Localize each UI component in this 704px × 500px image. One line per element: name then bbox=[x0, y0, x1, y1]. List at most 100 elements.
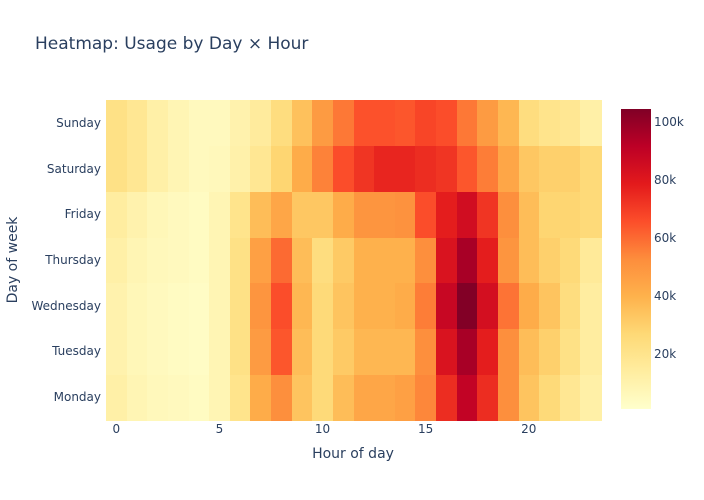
heatmap-cell[interactable] bbox=[394, 191, 416, 238]
heatmap-cell[interactable] bbox=[436, 328, 458, 375]
heatmap-cell[interactable] bbox=[518, 374, 540, 421]
heatmap-cell[interactable] bbox=[353, 100, 375, 147]
heatmap-cell[interactable] bbox=[126, 191, 148, 238]
heatmap-cell[interactable] bbox=[291, 282, 313, 330]
heatmap-cell[interactable] bbox=[559, 145, 581, 193]
heatmap-cell[interactable] bbox=[167, 328, 190, 375]
heatmap-cell[interactable] bbox=[374, 328, 396, 375]
heatmap-cell[interactable] bbox=[229, 237, 251, 284]
heatmap-cell[interactable] bbox=[167, 100, 190, 147]
heatmap-cell[interactable] bbox=[580, 328, 602, 375]
heatmap-cell[interactable] bbox=[580, 145, 602, 193]
heatmap-cell[interactable] bbox=[456, 145, 478, 193]
heatmap-cell[interactable] bbox=[312, 191, 334, 238]
heatmap-cell[interactable] bbox=[477, 100, 499, 147]
heatmap-cell[interactable] bbox=[271, 282, 293, 330]
heatmap-cell[interactable] bbox=[271, 237, 293, 284]
heatmap-cell[interactable] bbox=[188, 374, 210, 421]
heatmap-cell[interactable] bbox=[518, 145, 540, 193]
heatmap-cell[interactable] bbox=[518, 100, 540, 147]
heatmap-cell[interactable] bbox=[250, 237, 272, 284]
heatmap-cell[interactable] bbox=[559, 191, 581, 238]
heatmap-cell[interactable] bbox=[518, 328, 540, 375]
heatmap-cell[interactable] bbox=[229, 282, 251, 330]
heatmap-cell[interactable] bbox=[250, 282, 272, 330]
heatmap-cell[interactable] bbox=[456, 374, 478, 421]
heatmap-cell[interactable] bbox=[394, 237, 416, 284]
heatmap-cell[interactable] bbox=[126, 282, 148, 330]
heatmap-cell[interactable] bbox=[312, 374, 334, 421]
heatmap-cell[interactable] bbox=[229, 328, 251, 375]
heatmap-cell[interactable] bbox=[539, 237, 561, 284]
heatmap-cell[interactable] bbox=[539, 145, 561, 193]
heatmap-cell[interactable] bbox=[580, 100, 602, 147]
heatmap-cell[interactable] bbox=[497, 237, 520, 284]
heatmap-cell[interactable] bbox=[271, 100, 293, 147]
heatmap-cell[interactable] bbox=[147, 145, 169, 193]
heatmap-cell[interactable] bbox=[126, 145, 148, 193]
heatmap-cell[interactable] bbox=[436, 282, 458, 330]
heatmap-cell[interactable] bbox=[415, 145, 437, 193]
heatmap-cell[interactable] bbox=[126, 237, 148, 284]
heatmap-cell[interactable] bbox=[374, 282, 396, 330]
heatmap-cell[interactable] bbox=[456, 191, 478, 238]
heatmap-cell[interactable] bbox=[580, 191, 602, 238]
heatmap-cell[interactable] bbox=[518, 282, 540, 330]
heatmap-cell[interactable] bbox=[312, 100, 334, 147]
heatmap-cell[interactable] bbox=[539, 374, 561, 421]
heatmap-cell[interactable] bbox=[250, 145, 272, 193]
heatmap-cell[interactable] bbox=[353, 282, 375, 330]
heatmap-cell[interactable] bbox=[209, 237, 231, 284]
heatmap-cell[interactable] bbox=[394, 282, 416, 330]
heatmap-cell[interactable] bbox=[291, 191, 313, 238]
heatmap-cell[interactable] bbox=[539, 100, 561, 147]
heatmap-cell[interactable] bbox=[209, 100, 231, 147]
heatmap-cell[interactable] bbox=[147, 282, 169, 330]
heatmap-cell[interactable] bbox=[497, 100, 520, 147]
heatmap-cell[interactable] bbox=[332, 328, 355, 375]
heatmap-cell[interactable] bbox=[332, 282, 355, 330]
heatmap-cell[interactable] bbox=[147, 191, 169, 238]
heatmap-cell[interactable] bbox=[394, 100, 416, 147]
heatmap-cell[interactable] bbox=[559, 100, 581, 147]
heatmap-cell[interactable] bbox=[477, 237, 499, 284]
heatmap-cell[interactable] bbox=[312, 237, 334, 284]
heatmap-cell[interactable] bbox=[167, 282, 190, 330]
heatmap-cell[interactable] bbox=[126, 328, 148, 375]
heatmap-cell[interactable] bbox=[188, 328, 210, 375]
heatmap-cell[interactable] bbox=[477, 145, 499, 193]
heatmap-cell[interactable] bbox=[229, 374, 251, 421]
heatmap-cell[interactable] bbox=[332, 145, 355, 193]
heatmap-cell[interactable] bbox=[456, 328, 478, 375]
heatmap-cell[interactable] bbox=[374, 237, 396, 284]
heatmap-cell[interactable] bbox=[147, 374, 169, 421]
heatmap-cell[interactable] bbox=[374, 374, 396, 421]
heatmap-cell[interactable] bbox=[167, 191, 190, 238]
heatmap-cell[interactable] bbox=[518, 237, 540, 284]
heatmap-cell[interactable] bbox=[497, 191, 520, 238]
heatmap-cell[interactable] bbox=[312, 145, 334, 193]
heatmap-cell[interactable] bbox=[250, 191, 272, 238]
heatmap-cell[interactable] bbox=[580, 374, 602, 421]
heatmap-cell[interactable] bbox=[271, 328, 293, 375]
heatmap-cell[interactable] bbox=[394, 145, 416, 193]
heatmap-cell[interactable] bbox=[374, 191, 396, 238]
heatmap-cell[interactable] bbox=[477, 374, 499, 421]
heatmap-cell[interactable] bbox=[209, 374, 231, 421]
heatmap-cell[interactable] bbox=[477, 282, 499, 330]
heatmap-cell[interactable] bbox=[497, 145, 520, 193]
heatmap-cell[interactable] bbox=[518, 191, 540, 238]
heatmap-cell[interactable] bbox=[539, 282, 561, 330]
heatmap-cell[interactable] bbox=[374, 145, 396, 193]
heatmap-cell[interactable] bbox=[106, 145, 128, 193]
heatmap-cell[interactable] bbox=[332, 374, 355, 421]
heatmap-cell[interactable] bbox=[456, 237, 478, 284]
heatmap-cell[interactable] bbox=[312, 282, 334, 330]
heatmap-cell[interactable] bbox=[167, 145, 190, 193]
heatmap-cell[interactable] bbox=[106, 328, 128, 375]
heatmap-cell[interactable] bbox=[106, 374, 128, 421]
heatmap-cell[interactable] bbox=[147, 100, 169, 147]
heatmap-cell[interactable] bbox=[106, 237, 128, 284]
heatmap-cell[interactable] bbox=[209, 328, 231, 375]
heatmap-cell[interactable] bbox=[291, 145, 313, 193]
